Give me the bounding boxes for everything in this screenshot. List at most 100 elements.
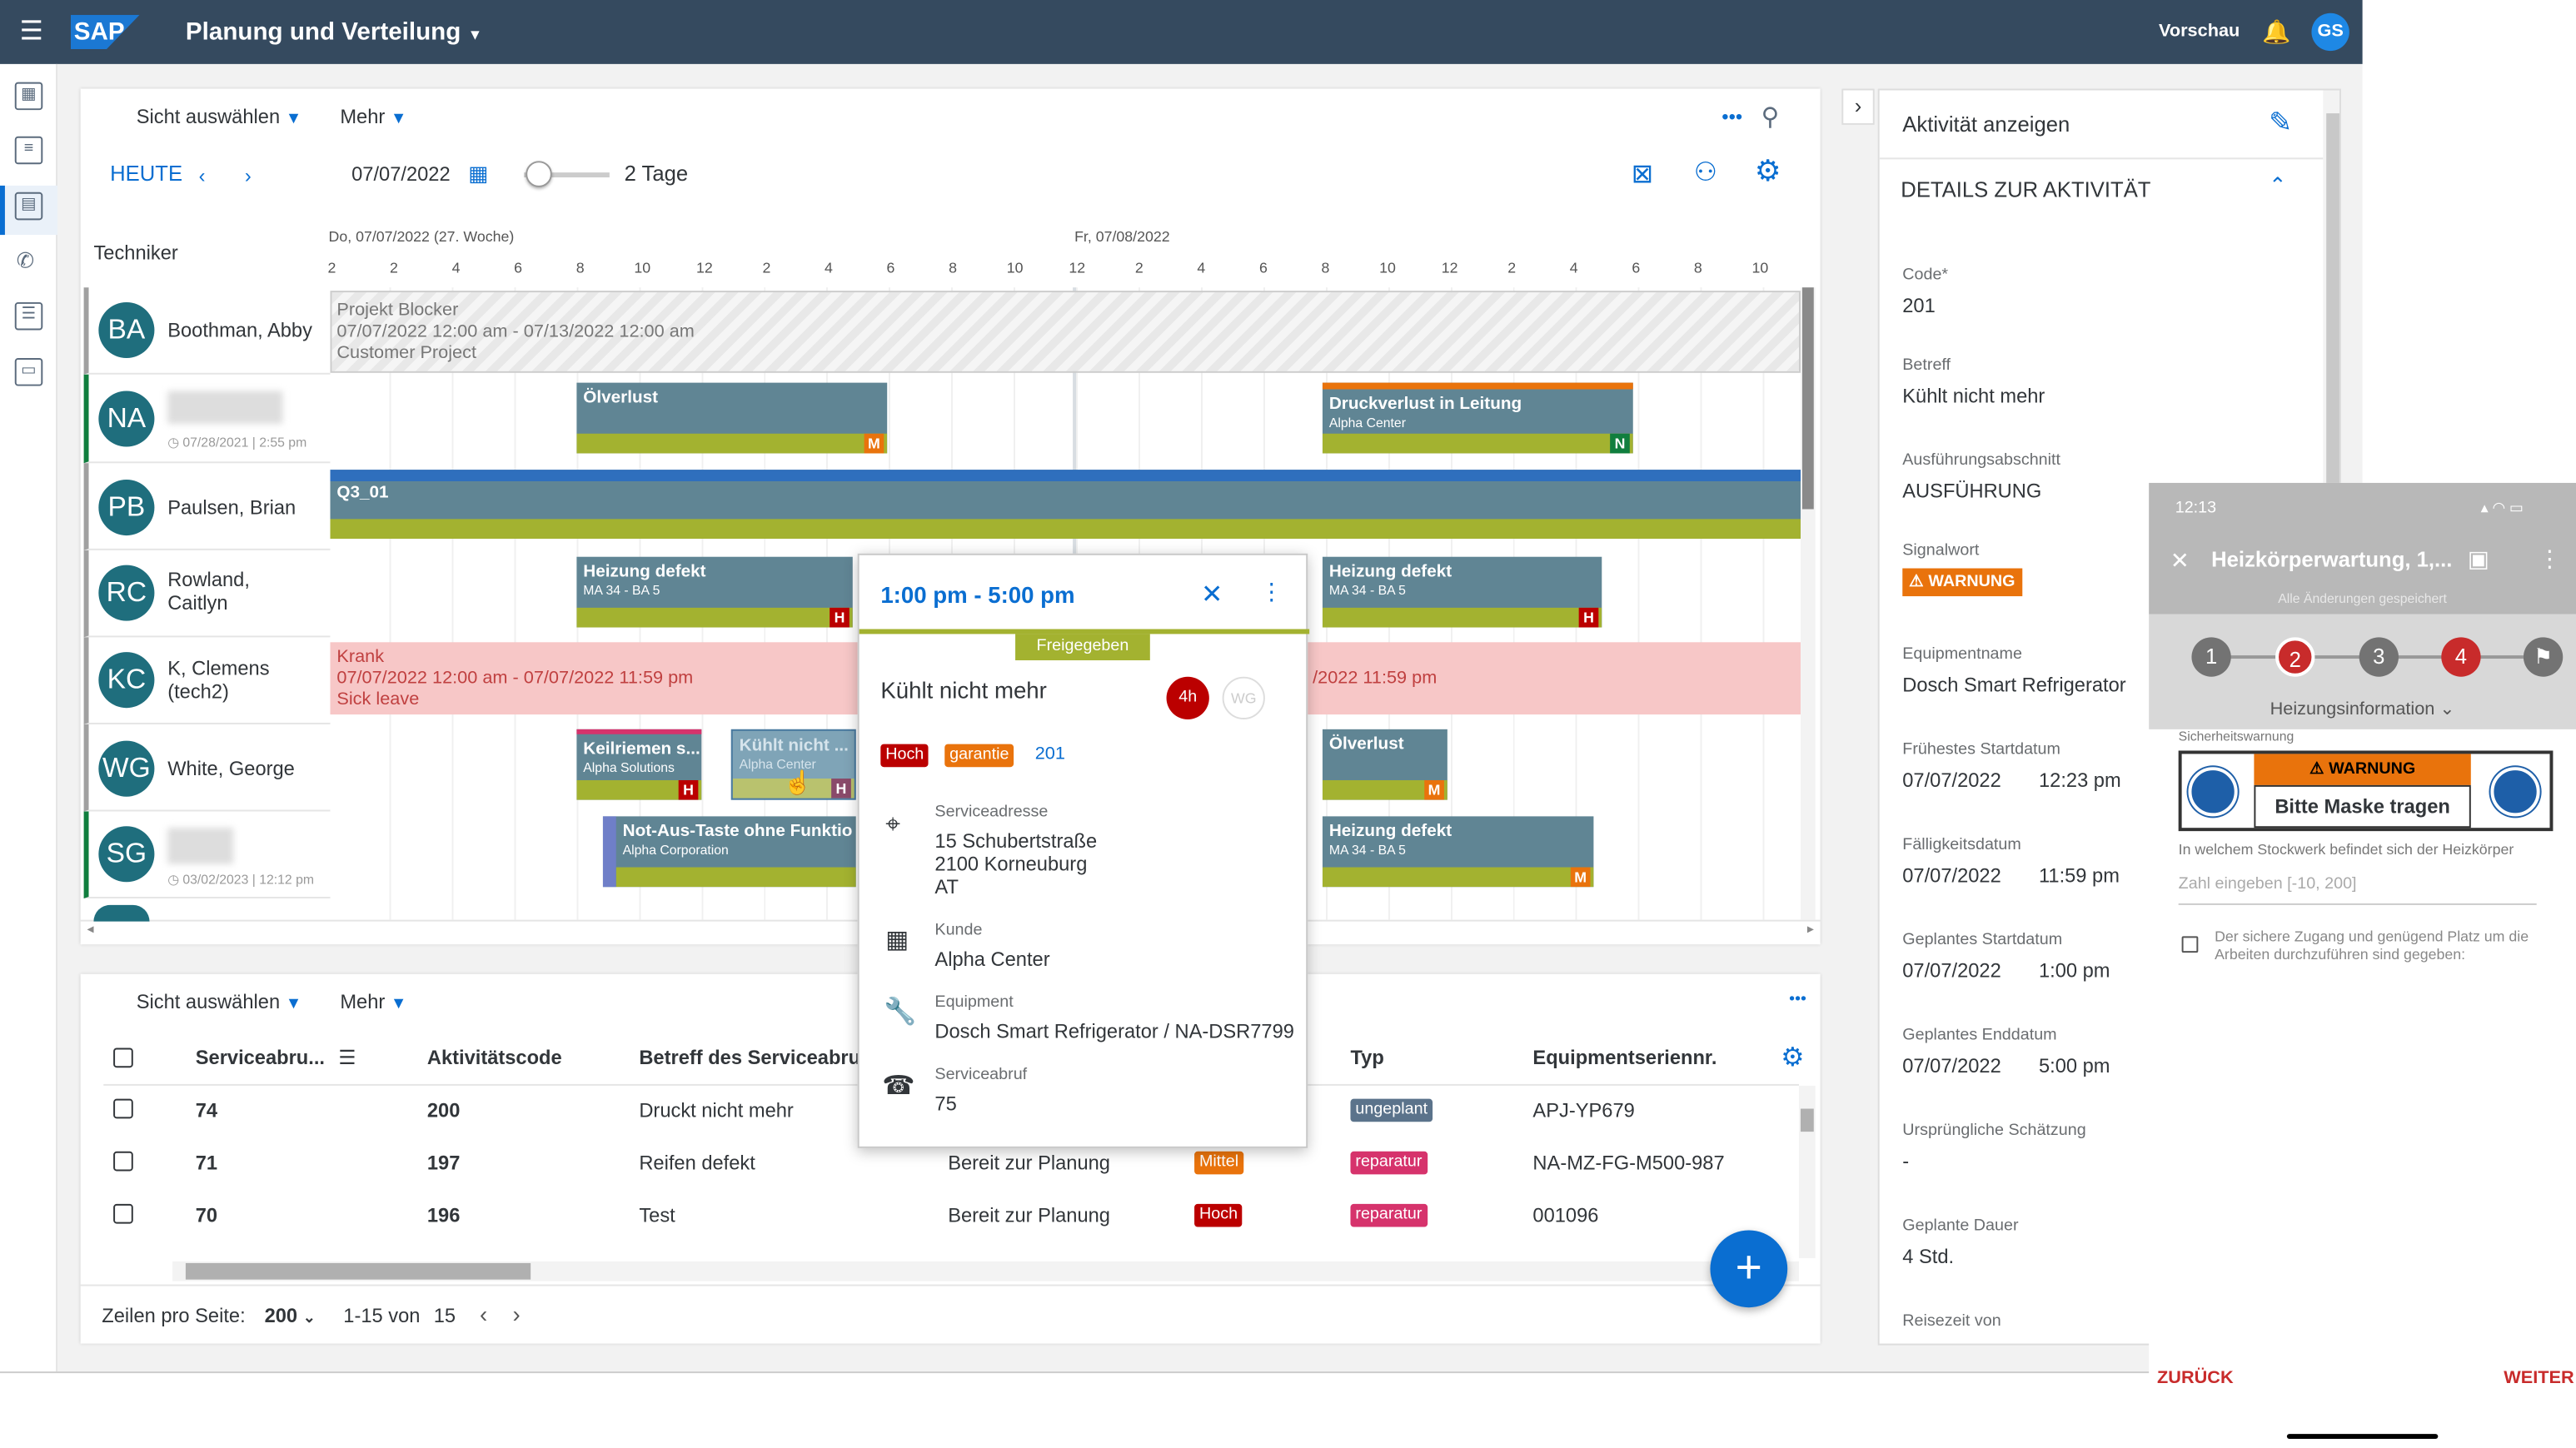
day1-label: Do, 07/07/2022 (27. Woche) bbox=[328, 228, 515, 245]
code-link[interactable]: 196 bbox=[426, 1203, 461, 1227]
view-select[interactable]: Sicht auswählen ▼ bbox=[137, 105, 302, 128]
list-hscrollbar[interactable] bbox=[172, 1261, 1799, 1281]
section-title[interactable]: Heizungsinformation ⌄ bbox=[2270, 699, 2455, 719]
phone-icon[interactable]: ✆ bbox=[16, 247, 35, 273]
row-checkbox[interactable] bbox=[113, 1151, 133, 1172]
call-link[interactable]: 74 bbox=[195, 1098, 218, 1122]
add-button[interactable]: + bbox=[1710, 1230, 1788, 1308]
hour-tick-label: 4 bbox=[1197, 259, 1206, 276]
edit-pencil-icon[interactable]: ✎ bbox=[2269, 107, 2293, 138]
more-vertical-icon[interactable]: ⋮ bbox=[1259, 578, 1283, 605]
column-header-call[interactable]: Serviceabru... bbox=[195, 1046, 326, 1070]
number-input[interactable]: Zahl eingeben [-10, 200] bbox=[2178, 875, 2357, 894]
list-vscroll-thumb[interactable] bbox=[1800, 1108, 1814, 1132]
hour-tick-label: 8 bbox=[949, 259, 958, 276]
select-all-checkbox[interactable] bbox=[113, 1047, 133, 1068]
event-olverlust-2[interactable]: Ölverlust M bbox=[1322, 729, 1447, 800]
access-checkbox[interactable] bbox=[2181, 936, 2199, 953]
step-3[interactable]: 3 bbox=[2359, 637, 2399, 677]
view-select[interactable]: Sicht auswählen ▼ bbox=[137, 990, 302, 1013]
column-header-subject[interactable]: Betreff des Serviceabruf bbox=[639, 1046, 868, 1070]
range-slider[interactable] bbox=[524, 172, 610, 178]
close-icon[interactable]: ✕ bbox=[1200, 581, 1223, 610]
event-kuehlt[interactable]: Kühlt nicht ... Alpha Center H bbox=[730, 729, 856, 800]
filter-icon[interactable]: ☰ bbox=[338, 1046, 356, 1070]
chevron-right-icon[interactable]: › bbox=[244, 164, 252, 187]
overflow-icon[interactable]: ••• bbox=[1789, 990, 1806, 1009]
briefcase-icon[interactable]: ▭ bbox=[14, 358, 43, 386]
code-link[interactable]: 200 bbox=[426, 1098, 461, 1122]
settings-icon[interactable]: ⚙ bbox=[1754, 154, 1781, 187]
row-checkbox[interactable] bbox=[113, 1098, 133, 1119]
tech-row-pb[interactable]: PB Paulsen, Brian bbox=[83, 463, 331, 550]
hour-tick-label: 8 bbox=[575, 259, 585, 276]
more-menu[interactable]: Mehr ▼ bbox=[340, 990, 406, 1013]
view-select-label: Sicht auswählen bbox=[136, 105, 281, 128]
date-field[interactable]: 07/07/2022 bbox=[351, 162, 451, 186]
dispatch-icon[interactable]: ▤ bbox=[14, 192, 43, 221]
event-heizung-2[interactable]: Heizung defekt MA 34 - BA 5 H bbox=[1322, 556, 1602, 628]
chevron-left-icon[interactable]: ‹ bbox=[198, 164, 206, 187]
close-icon[interactable]: ✕ bbox=[2170, 546, 2190, 574]
tech-row-rc[interactable]: RC Rowland, Caitlyn bbox=[83, 550, 331, 638]
hamburger-menu-icon[interactable]: ☰ bbox=[19, 17, 43, 47]
code-link[interactable]: 197 bbox=[426, 1151, 461, 1175]
event-q3[interactable]: Q3_01 bbox=[330, 470, 1801, 540]
collapse-panel-button[interactable]: › bbox=[1841, 88, 1875, 125]
more-vertical-icon[interactable]: ⋮ bbox=[2538, 545, 2562, 572]
event-keilriemen[interactable]: Keilriemen s... Alpha Solutions H bbox=[576, 729, 702, 800]
call-link[interactable]: 70 bbox=[195, 1203, 218, 1227]
tech-name: Boothman, Abby bbox=[167, 318, 312, 342]
row-checkbox[interactable] bbox=[113, 1203, 133, 1224]
event-olverlust[interactable]: Ölverlust M bbox=[576, 382, 888, 454]
board-scroll-thumb[interactable] bbox=[1801, 287, 1814, 510]
code-link[interactable]: 201 bbox=[1034, 744, 1065, 764]
event-druckverlust[interactable]: Druckverlust in Leitung Alpha Center N bbox=[1322, 382, 1633, 454]
chevron-right-icon[interactable]: › bbox=[512, 1301, 521, 1327]
rows-per-page-select[interactable]: 200 ⌄ bbox=[265, 1304, 316, 1327]
event-notaus[interactable]: Not-Aus-Taste ohne Funktio Alpha Corporat… bbox=[602, 816, 856, 888]
today-button[interactable]: HEUTE bbox=[110, 161, 183, 186]
chevron-up-icon[interactable]: ⌃ bbox=[2269, 172, 2287, 197]
blocker-event[interactable]: Projekt Blocker 07/07/2022 12:00 am - 07… bbox=[330, 291, 1801, 373]
tech-row-wg[interactable]: WG White, George bbox=[83, 724, 331, 812]
bell-icon[interactable]: 🔔 bbox=[2262, 17, 2291, 45]
event-heizung-1[interactable]: Heizung defekt MA 34 - BA 5 H bbox=[576, 556, 853, 628]
priority-tag: Mittel bbox=[1194, 1151, 1244, 1175]
back-button[interactable]: ZURÜCK bbox=[2157, 1368, 2234, 1388]
calendar-icon[interactable]: ▦ bbox=[468, 161, 489, 186]
next-button[interactable]: WEITER bbox=[2504, 1368, 2574, 1388]
flag-icon[interactable]: ⚑ bbox=[2523, 637, 2564, 677]
clipboard-icon[interactable]: ☰ bbox=[14, 301, 43, 331]
tech-row-na[interactable]: NA ◷ 07/28/2021 | 2:55 pm bbox=[83, 374, 331, 464]
user-avatar[interactable]: GS bbox=[2311, 12, 2349, 52]
settings-icon[interactable]: ⚙ bbox=[1781, 1044, 1805, 1073]
app-title[interactable]: Planung und Verteilung ▼ bbox=[186, 18, 482, 47]
map-icon[interactable]: ⊠ bbox=[1631, 161, 1654, 189]
chevron-left-icon[interactable]: ‹ bbox=[479, 1301, 488, 1327]
step-1[interactable]: 1 bbox=[2191, 637, 2231, 677]
column-header-code[interactable]: Aktivitätscode bbox=[426, 1046, 562, 1070]
list-scroll-thumb[interactable] bbox=[185, 1262, 531, 1280]
tech-row-sg[interactable]: SG ◷ 03/02/2023 | 12:12 pm bbox=[83, 811, 331, 899]
call-link[interactable]: 71 bbox=[195, 1151, 218, 1175]
overflow-icon[interactable]: ••• bbox=[1721, 105, 1743, 128]
step-2[interactable]: 2 bbox=[2275, 637, 2315, 677]
search-icon[interactable]: ⚲ bbox=[1761, 103, 1780, 132]
people-icon[interactable]: ⚇ bbox=[1693, 159, 1718, 187]
event-heizung-3[interactable]: Heizung defekt MA 34 - BA 5 M bbox=[1322, 816, 1594, 888]
column-header-type[interactable]: Typ bbox=[1350, 1046, 1384, 1070]
field-label: Code* bbox=[1902, 266, 1949, 285]
detail-scroll-thumb[interactable] bbox=[2326, 113, 2339, 491]
camera-icon[interactable]: ▣ bbox=[2467, 545, 2489, 572]
call-link[interactable]: 75 bbox=[934, 1092, 957, 1116]
column-header-serial[interactable]: Equipmentseriennr. bbox=[1532, 1046, 1717, 1070]
calendar-icon[interactable]: ▦ bbox=[14, 82, 43, 111]
slider-handle[interactable] bbox=[526, 161, 552, 187]
tech-row-kc[interactable]: KC K, Clemens (tech2) bbox=[83, 637, 331, 724]
step-4[interactable]: 4 bbox=[2441, 637, 2481, 677]
planning-board-icon[interactable]: ≡ bbox=[14, 136, 43, 165]
preview-link[interactable]: Vorschau bbox=[2158, 21, 2240, 42]
tech-row-ba[interactable]: BA Boothman, Abby bbox=[83, 287, 331, 375]
more-menu[interactable]: Mehr ▼ bbox=[340, 105, 406, 128]
